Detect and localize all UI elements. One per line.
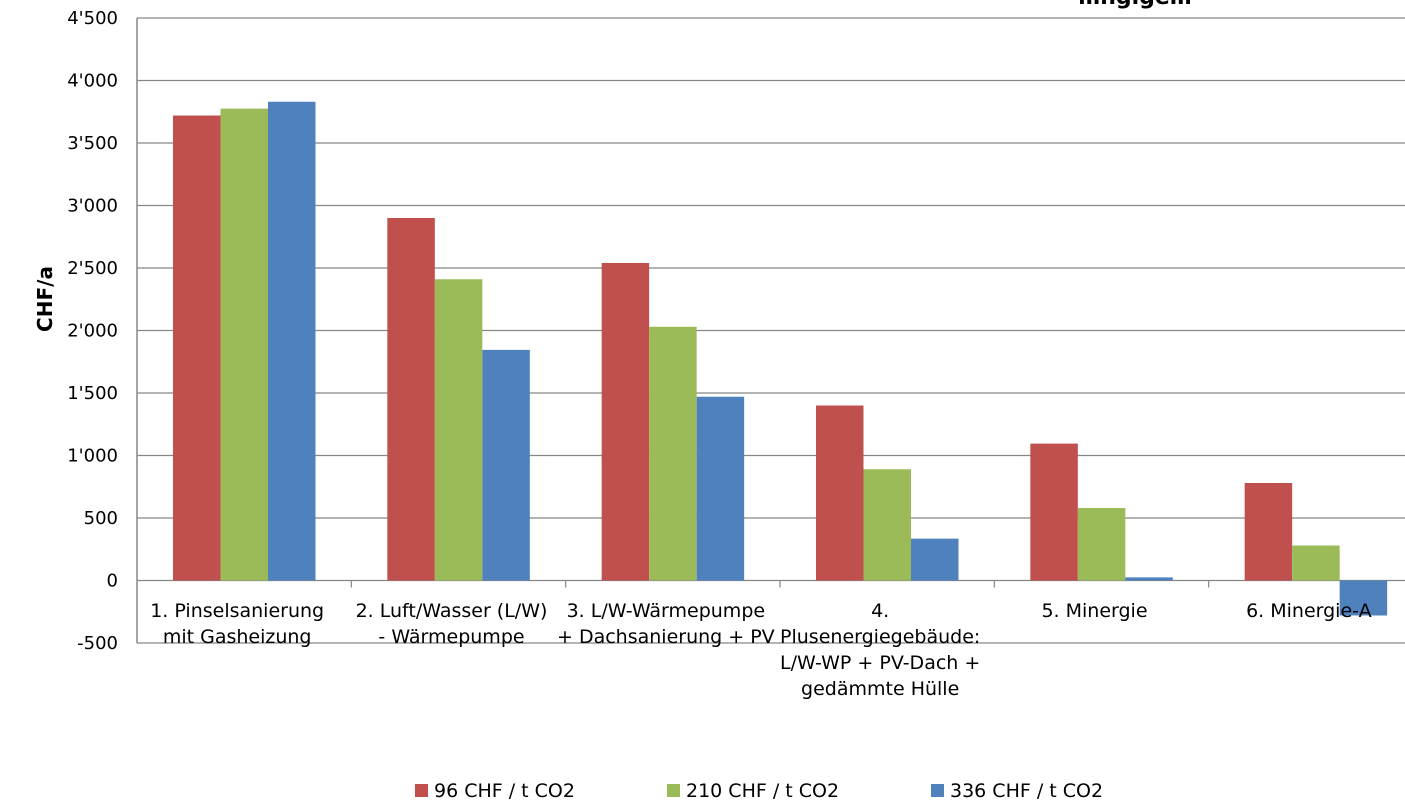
legend-swatch	[931, 784, 944, 797]
y-tick-label: 3'500	[67, 133, 118, 154]
x-category-label: 4. Plusenergiegebäude: L/W-WP + PV-Dach + g…	[780, 600, 980, 700]
gridlines	[137, 17, 1405, 644]
legend-swatch	[415, 784, 428, 797]
y-tick-labels: -500 0 500 1'000 1'500 2'000 2'500 3'000 3'500 4'…	[67, 8, 118, 654]
y-tick-label: 1'500	[67, 383, 118, 404]
y-tick-label: -500	[77, 633, 118, 654]
bar	[1292, 545, 1340, 581]
legend-label: 336 CHF / t CO2	[950, 780, 1103, 802]
x-category-label: 5. Minergie	[1041, 600, 1147, 622]
bar	[649, 326, 697, 581]
chart-title: …ngige…	[1078, 0, 1192, 10]
bar	[1030, 443, 1078, 581]
bar	[387, 218, 435, 581]
bar	[601, 263, 650, 581]
y-tick-label: 500	[84, 508, 118, 529]
bar	[1339, 580, 1388, 616]
bar	[173, 115, 221, 581]
bar	[220, 108, 268, 581]
x-category-label: 1. Pinselsanierung mit Gasheizung	[150, 600, 324, 648]
legend-swatch	[667, 784, 680, 797]
legend: 96 CHF / t CO2 210 CHF / t CO2 336 CHF / t…	[415, 780, 1103, 802]
x-category-label: 6. Minergie-A	[1246, 600, 1372, 622]
y-tick-label: 4'000	[67, 71, 118, 92]
y-tick-label: 3'000	[67, 196, 118, 217]
y-tick-label: 4'500	[67, 8, 118, 29]
x-category-label: 3. L/W-Wärmepumpe + Dachsanierung + PV	[557, 600, 775, 648]
bar	[1244, 483, 1293, 581]
bar	[434, 279, 483, 581]
bar	[696, 396, 745, 581]
x-category-label: 2. Luft/Wasser (L/W) - Wärmepumpe	[356, 600, 548, 648]
x-category-labels: 1. Pinselsanierung mit Gasheizung 2. Luft/…	[150, 600, 1371, 700]
y-tick-label: 2'500	[67, 258, 118, 279]
bar	[816, 405, 864, 581]
bars	[173, 101, 1388, 616]
legend-label: 96 CHF / t CO2	[434, 780, 575, 802]
bar	[482, 349, 530, 581]
axes	[136, 18, 1210, 643]
bar	[863, 469, 911, 581]
bar	[1125, 577, 1173, 581]
bar	[268, 101, 316, 581]
y-tick-label: 1'000	[67, 446, 118, 467]
y-axis-title: CHF/a	[33, 266, 57, 332]
bar	[911, 538, 959, 581]
y-tick-label: 0	[107, 571, 118, 592]
legend-label: 210 CHF / t CO2	[686, 780, 839, 802]
bar	[1077, 508, 1126, 581]
y-tick-label: 2'000	[67, 321, 118, 342]
